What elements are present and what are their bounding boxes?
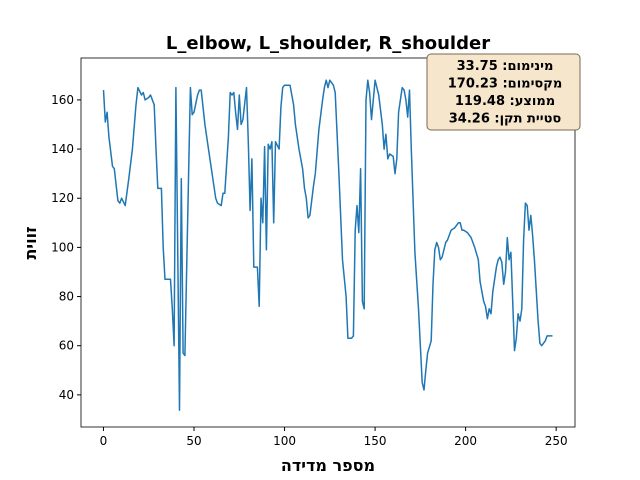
y-tick-label: 160 xyxy=(51,93,74,107)
stats-line: ממוצע: 119.48 xyxy=(455,94,555,109)
data-line xyxy=(102,79,553,411)
stats-line: סטיית תקן: 34.26 xyxy=(449,112,562,127)
y-tick-label: 120 xyxy=(51,191,74,205)
x-tick-label: 150 xyxy=(364,434,387,448)
x-tick-label: 50 xyxy=(186,434,201,448)
y-tick-label: 100 xyxy=(51,240,74,254)
stats-box xyxy=(426,53,581,131)
stats-line: מינימום: 33.75 xyxy=(457,59,554,74)
chart-title: L_elbow, L_shoulder, R_shoulder xyxy=(166,33,490,54)
y-axis-label: זווית xyxy=(21,226,40,259)
x-tick-label: 0 xyxy=(100,434,108,448)
y-tick-label: 40 xyxy=(59,388,74,402)
y-tick-label: 140 xyxy=(51,142,74,156)
x-axis-label: מספר מדידה xyxy=(281,456,375,475)
y-tick-label: 60 xyxy=(59,339,74,353)
y-tick-label: 80 xyxy=(59,290,74,304)
stats-line: מקסימום: 170.23 xyxy=(448,77,562,92)
x-tick-label: 200 xyxy=(454,434,477,448)
plot-frame xyxy=(80,57,576,428)
x-tick-label: 250 xyxy=(545,434,568,448)
x-tick-label: 100 xyxy=(273,434,296,448)
